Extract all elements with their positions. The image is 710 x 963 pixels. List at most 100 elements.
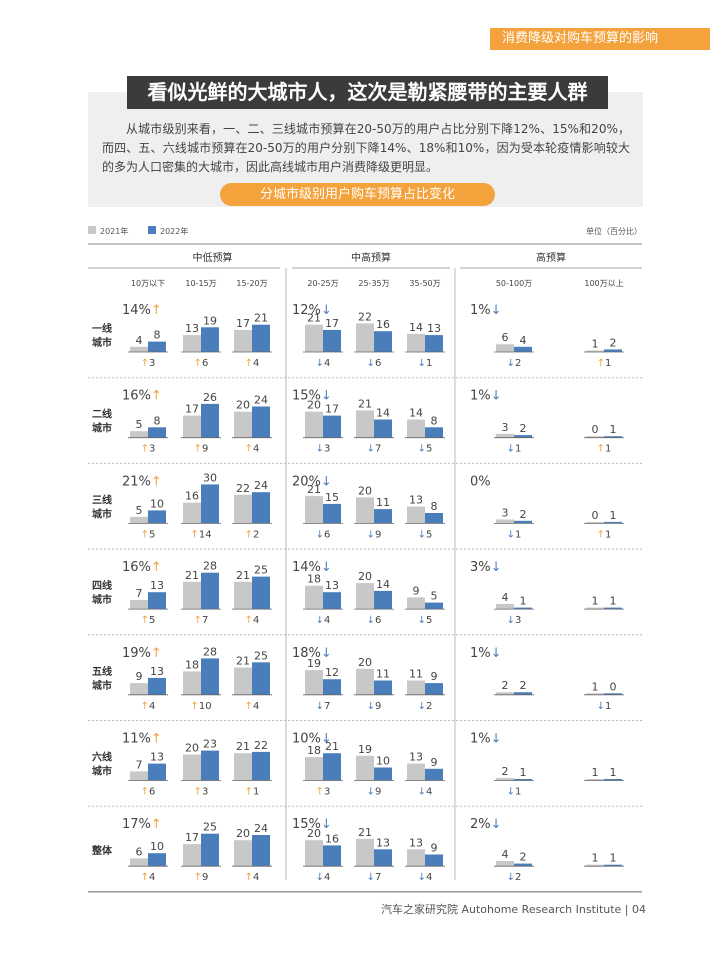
bar-2021 bbox=[496, 603, 514, 610]
value-label-2021: 21 bbox=[307, 312, 321, 325]
bar-2022 bbox=[514, 346, 532, 352]
change-label: ↑1 bbox=[245, 787, 260, 798]
bar-2022 bbox=[374, 767, 392, 781]
bar-2022 bbox=[604, 349, 622, 352]
bar-2021 bbox=[305, 324, 323, 352]
row-label: 五线 bbox=[92, 665, 112, 678]
change-label: ↑6 bbox=[194, 358, 209, 369]
value-label-2022: 24 bbox=[254, 822, 268, 835]
bar-2021 bbox=[586, 864, 604, 867]
row-label: 城市 bbox=[92, 507, 112, 520]
bar-2021 bbox=[586, 350, 604, 352]
value-label-2022: 8 bbox=[154, 414, 161, 427]
value-label-2022: 19 bbox=[203, 314, 217, 327]
bar-2022 bbox=[323, 679, 341, 695]
bar-2022 bbox=[514, 435, 532, 438]
change-label: ↓9 bbox=[367, 529, 382, 540]
value-label-2021: 2 bbox=[502, 765, 509, 778]
value-label-2022: 12 bbox=[325, 666, 339, 679]
value-label-2022: 15 bbox=[325, 491, 339, 504]
value-label-2021: 18 bbox=[307, 744, 321, 757]
value-label-2022: 14 bbox=[376, 407, 390, 420]
value-label-2021: 9 bbox=[136, 670, 143, 683]
value-label-2022: 26 bbox=[203, 391, 217, 404]
value-label-2022: 11 bbox=[376, 668, 390, 681]
value-label-2021: 20 bbox=[185, 742, 199, 755]
bar-2022 bbox=[604, 436, 622, 438]
bar-2021 bbox=[407, 419, 425, 438]
bar-2021 bbox=[305, 670, 323, 695]
value-label-2022: 2 bbox=[520, 679, 527, 692]
value-label-2021: 0 bbox=[592, 509, 599, 522]
value-label-2022: 2 bbox=[610, 336, 617, 349]
category-label: 10万以下 bbox=[131, 279, 165, 288]
value-label-2022: 1 bbox=[610, 509, 617, 522]
bar-2022 bbox=[374, 419, 392, 438]
value-label-2022: 13 bbox=[150, 665, 164, 678]
value-label-2022: 10 bbox=[150, 497, 164, 510]
bar-2021 bbox=[305, 840, 323, 867]
value-label-2021: 5 bbox=[136, 504, 143, 517]
bar-2022 bbox=[374, 509, 392, 524]
value-label-2021: 4 bbox=[502, 848, 509, 861]
value-label-2021: 18 bbox=[307, 573, 321, 586]
value-label-2021: 13 bbox=[409, 494, 423, 507]
value-label-2022: 30 bbox=[203, 471, 217, 484]
value-label-2021: 21 bbox=[358, 397, 372, 410]
value-label-2021: 13 bbox=[185, 322, 199, 335]
bar-2021 bbox=[586, 436, 604, 438]
bar-2021 bbox=[586, 521, 604, 524]
value-label-2022: 21 bbox=[325, 740, 339, 753]
bar-2022 bbox=[201, 658, 219, 695]
bar-2021 bbox=[496, 433, 514, 438]
bar-2022 bbox=[604, 693, 622, 695]
value-label-2022: 1 bbox=[520, 766, 527, 779]
bar-2022 bbox=[252, 751, 270, 781]
bar-2022 bbox=[374, 849, 392, 867]
bar-2022 bbox=[323, 592, 341, 610]
value-label-2022: 1 bbox=[610, 766, 617, 779]
change-label: ↑1 bbox=[597, 444, 612, 455]
bar-2021 bbox=[130, 516, 148, 524]
bar-2021 bbox=[586, 693, 604, 695]
category-label: 25-35万 bbox=[358, 279, 389, 288]
bar-2021 bbox=[407, 597, 425, 610]
value-label-2021: 21 bbox=[236, 655, 250, 668]
bar-2021 bbox=[130, 858, 148, 867]
bar-2022 bbox=[604, 607, 622, 610]
change-label: ↑4 bbox=[245, 615, 260, 626]
change-label: ↑3 bbox=[141, 358, 156, 369]
bar-2021 bbox=[407, 849, 425, 867]
bar-2021 bbox=[183, 754, 201, 781]
change-label: ↑5 bbox=[141, 529, 156, 540]
intro-paragraph: 从城市级别来看，一、二、三线城市预算在20-50万的用户占比分别下降12%、15… bbox=[102, 122, 630, 174]
value-label-2021: 4 bbox=[502, 591, 509, 604]
change-label: ↓2 bbox=[507, 872, 522, 883]
change-label: ↑10 bbox=[190, 701, 211, 712]
change-label: ↑9 bbox=[194, 872, 209, 883]
value-label-2021: 21 bbox=[185, 569, 199, 582]
bar-2022 bbox=[252, 662, 270, 695]
change-label: ↑5 bbox=[141, 615, 156, 626]
value-label-2022: 8 bbox=[154, 329, 161, 342]
value-label-2021: 21 bbox=[307, 483, 321, 496]
summary-percent: 11%↑ bbox=[122, 732, 162, 747]
bar-2022 bbox=[374, 590, 392, 610]
value-label-2022: 8 bbox=[431, 500, 438, 513]
value-label-2021: 13 bbox=[409, 836, 423, 849]
bar-2022 bbox=[252, 406, 270, 438]
value-label-2021: 20 bbox=[307, 827, 321, 840]
change-label: ↑3 bbox=[316, 787, 331, 798]
row-label: 整体 bbox=[91, 844, 113, 857]
value-label-2021: 19 bbox=[358, 743, 372, 756]
bar-2021 bbox=[356, 323, 374, 352]
change-label: ↓9 bbox=[367, 701, 382, 712]
value-label-2021: 5 bbox=[136, 418, 143, 431]
value-label-2022: 23 bbox=[203, 738, 217, 751]
bar-2021 bbox=[234, 753, 252, 781]
value-label-2021: 3 bbox=[502, 421, 509, 434]
summary-percent: 1%↓ bbox=[470, 732, 502, 747]
change-label: ↓3 bbox=[316, 444, 331, 455]
value-label-2021: 7 bbox=[136, 758, 143, 771]
